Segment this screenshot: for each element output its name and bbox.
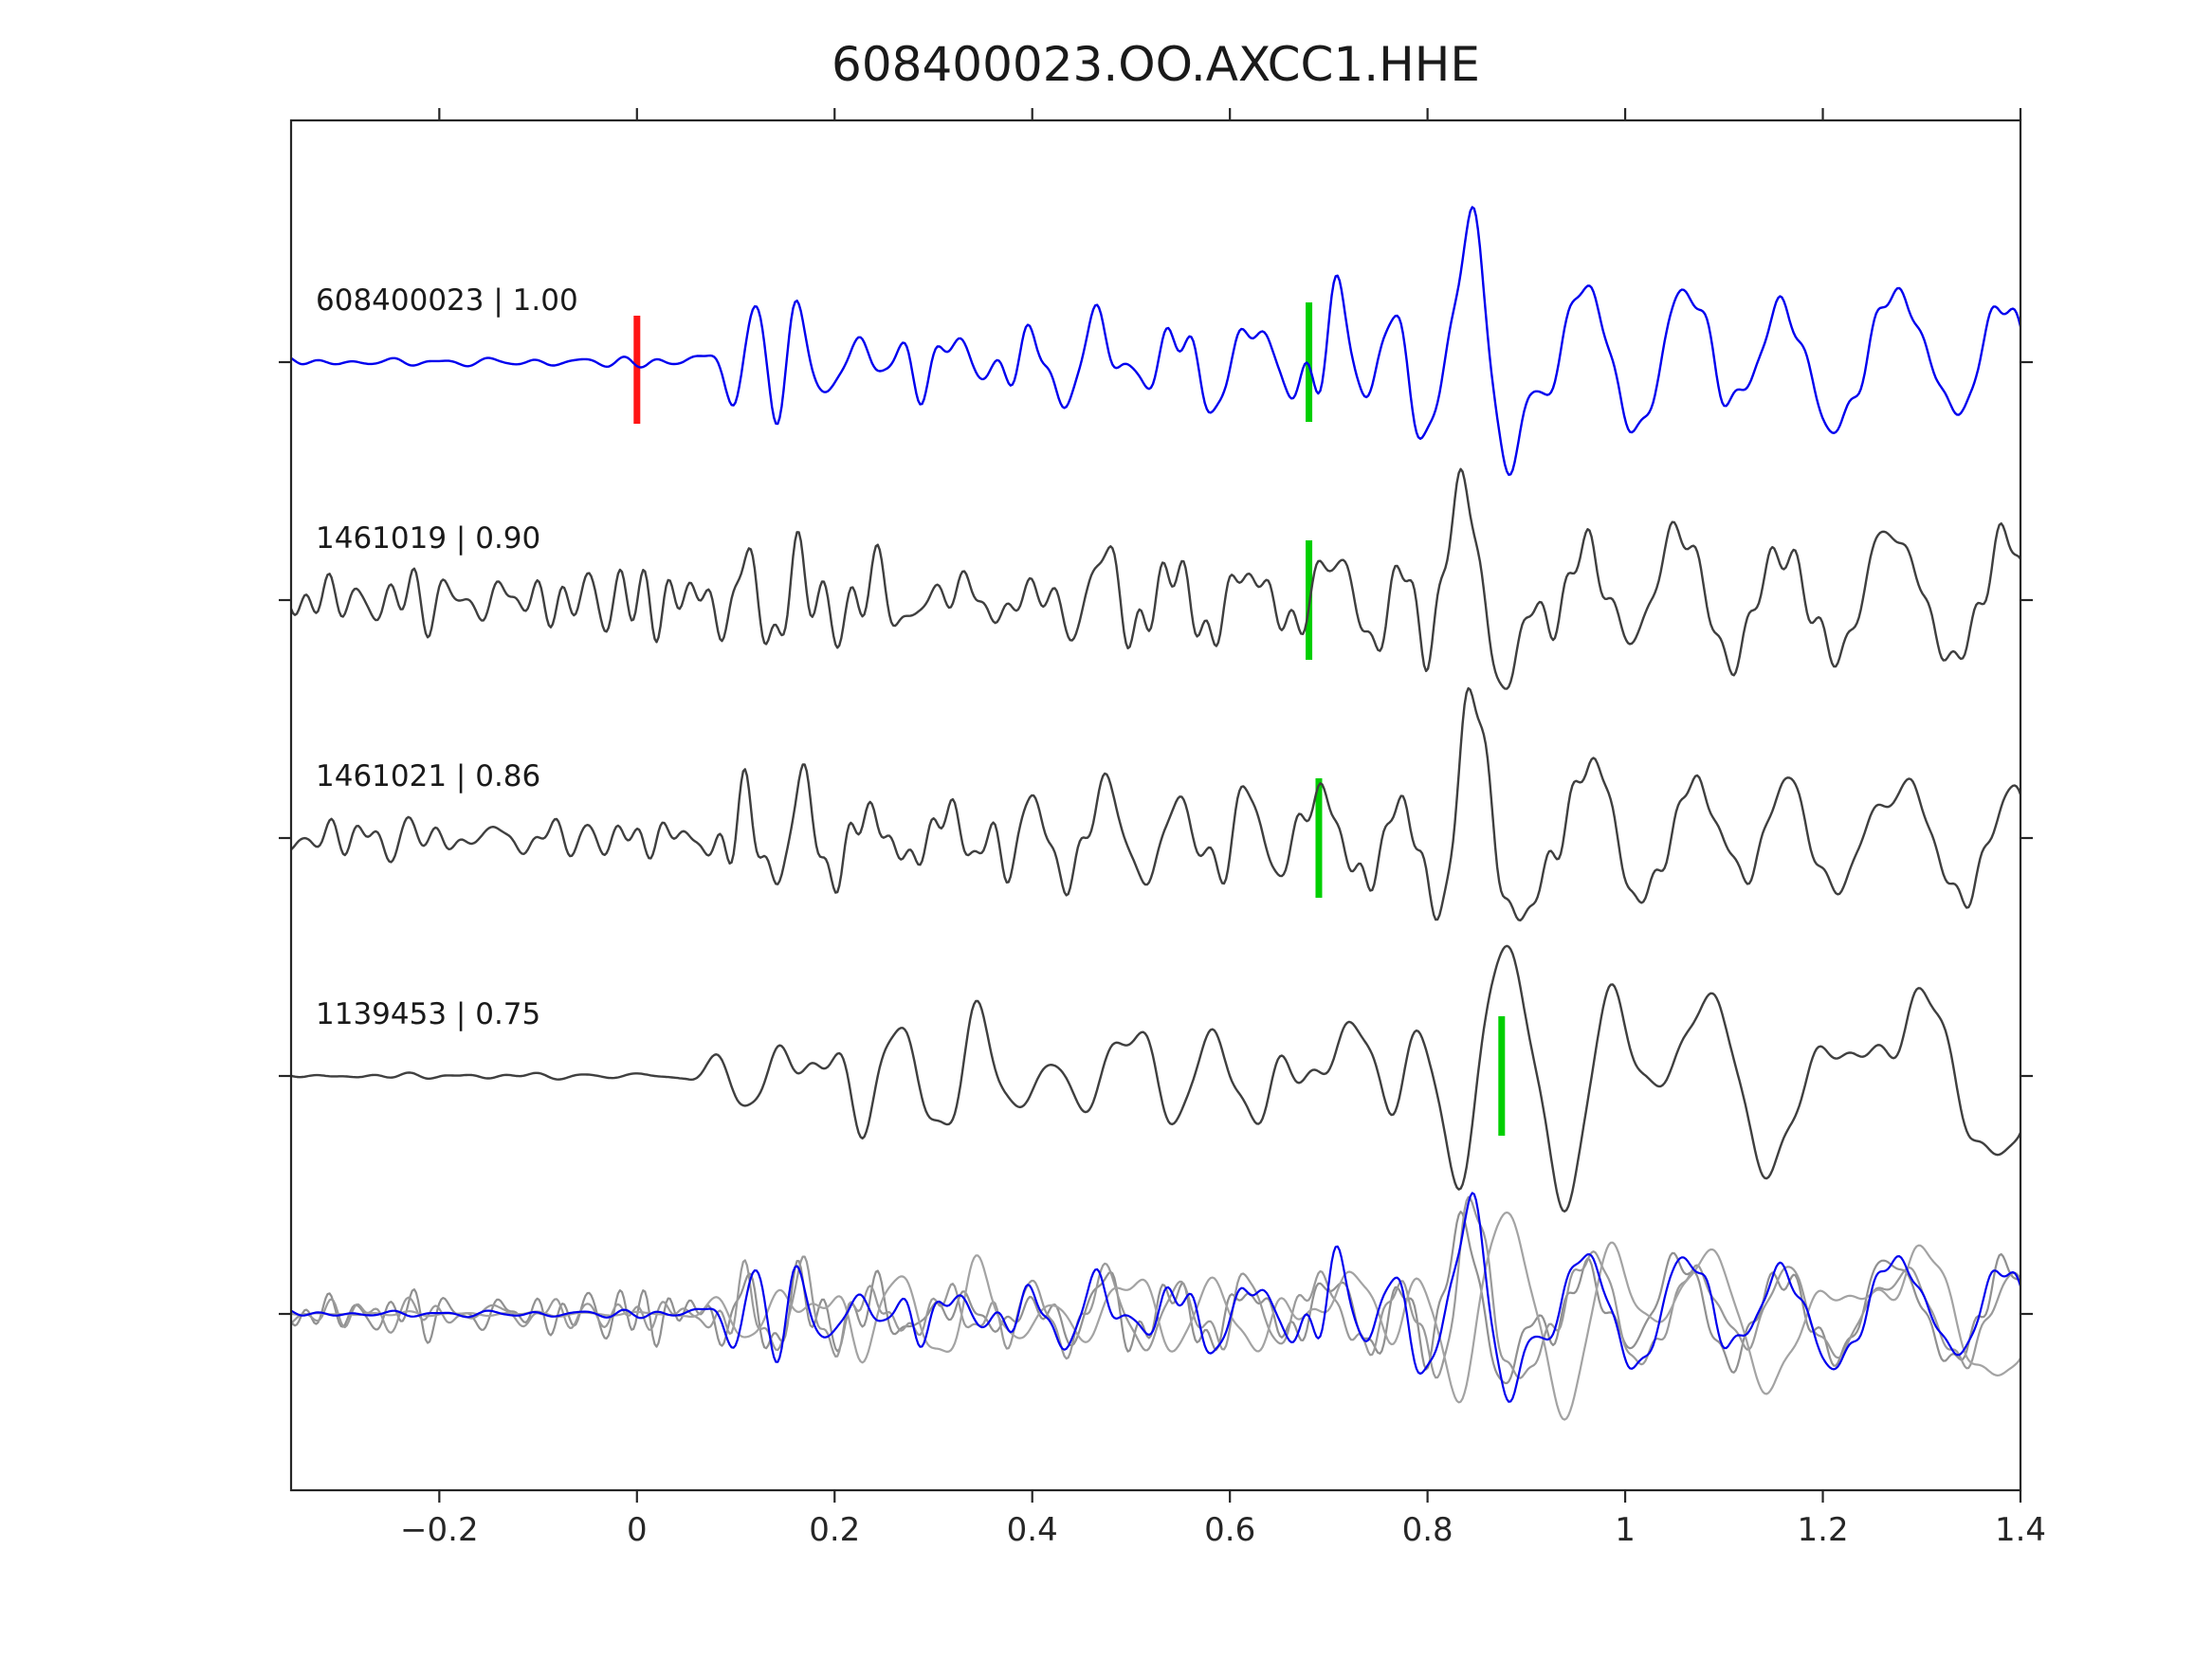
pick-markers-layer [633,302,1506,1136]
waveform-trace [291,944,2020,1213]
x-tick-label: 0 [627,1511,648,1549]
x-tick-label: 1 [1615,1511,1636,1549]
x-tick-label: 1.2 [1798,1511,1849,1549]
traces-layer [291,206,2020,1421]
trace-label: 1139453 | 0.75 [316,997,540,1031]
waveform-trace [291,1192,2020,1403]
x-tick-label: 0.8 [1402,1511,1453,1549]
plot-title: 608400023.OO.AXCC1.HHE [832,37,1480,92]
x-tick-label: 0.4 [1007,1511,1058,1549]
x-tick-label: 1.4 [1995,1511,2046,1549]
waveform-trace [291,1211,2020,1385]
waveform-trace [291,206,2020,476]
trace-label: 1461019 | 0.90 [316,521,540,556]
trace-labels-layer: 608400023 | 1.00 1461019 | 0.90 1461021 | … [316,283,578,1031]
waveform-trace [291,467,2020,690]
x-tick-label: −0.2 [400,1511,479,1549]
trace-label: 1461021 | 0.86 [316,759,540,793]
x-tick-label: 0.2 [809,1511,860,1549]
trace-label: 608400023 | 1.00 [316,283,578,318]
waveform-trace [291,686,2020,921]
waveform-trace [291,1195,2020,1379]
x-tick-label: 0.6 [1204,1511,1255,1549]
axes-frame [289,118,2022,1492]
axes-layer: −0.2 0 0.2 0.4 0.6 0.8 1 1.2 1.4 [279,108,2046,1549]
